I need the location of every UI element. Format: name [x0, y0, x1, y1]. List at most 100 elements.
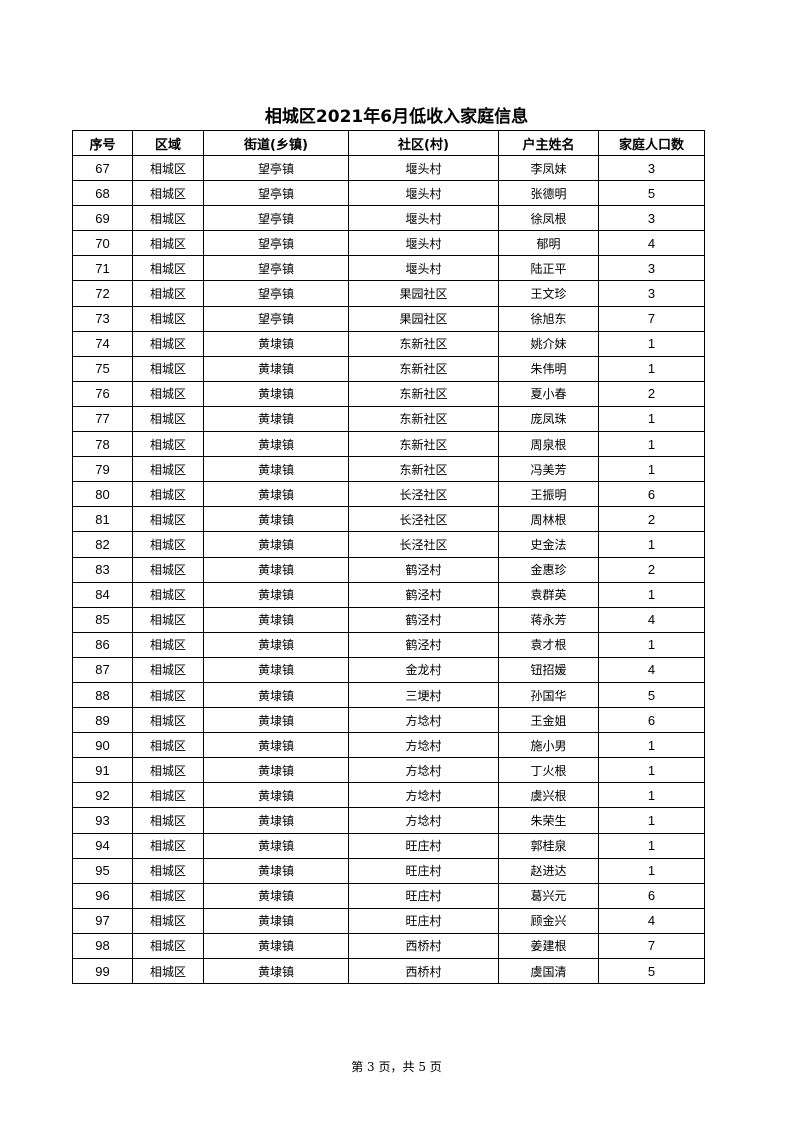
cell-street: 黄埭镇 — [203, 807, 349, 834]
cell-index: 97 — [72, 907, 133, 934]
cell-community: 金龙村 — [348, 656, 499, 683]
cell-householder: 庞凤珠 — [498, 405, 599, 433]
cell-householder: 朱伟明 — [498, 355, 599, 382]
cell-street: 黄埭镇 — [203, 456, 349, 483]
table-row: 84 相城区 黄埭镇 鹤泾村 袁群英 1 — [72, 581, 705, 608]
cell-householder: 丁火根 — [498, 757, 599, 784]
cell-community: 旺庄村 — [348, 857, 499, 884]
cell-community: 长泾社区 — [348, 481, 499, 508]
cell-index: 93 — [72, 807, 133, 834]
cell-community: 方埝村 — [348, 807, 499, 834]
cell-community: 长泾社区 — [348, 531, 499, 558]
cell-community: 东新社区 — [348, 405, 499, 433]
cell-district: 相城区 — [132, 656, 204, 683]
cell-district: 相城区 — [132, 957, 204, 985]
cell-family-size: 5 — [598, 957, 705, 985]
cell-community: 西桥村 — [348, 932, 499, 960]
table-row: 97 相城区 黄埭镇 旺庄村 顾金兴 4 — [72, 907, 705, 934]
cell-householder: 袁群英 — [498, 581, 599, 608]
cell-family-size: 1 — [598, 431, 705, 458]
table-row: 87 相城区 黄埭镇 金龙村 钮招媛 4 — [72, 656, 705, 683]
cell-street: 黄埭镇 — [203, 556, 349, 583]
header-index: 序号 — [72, 130, 133, 156]
cell-community: 堰头村 — [348, 154, 499, 182]
table-row: 73 相城区 望亭镇 果园社区 徐旭东 7 — [72, 305, 705, 332]
cell-householder: 王文珍 — [498, 280, 599, 307]
cell-district: 相城区 — [132, 732, 204, 759]
cell-street: 望亭镇 — [203, 230, 349, 257]
cell-street: 望亭镇 — [203, 205, 349, 232]
cell-community: 堰头村 — [348, 180, 499, 207]
table-row: 85 相城区 黄埭镇 鹤泾村 蒋永芳 4 — [72, 606, 705, 633]
cell-family-size: 1 — [598, 330, 705, 357]
cell-community: 果园社区 — [348, 280, 499, 307]
table-row: 92 相城区 黄埭镇 方埝村 虞兴根 1 — [72, 782, 705, 809]
table-row: 70 相城区 望亭镇 堰头村 郁明 4 — [72, 230, 705, 257]
table-row: 69 相城区 望亭镇 堰头村 徐凤根 3 — [72, 205, 705, 232]
cell-district: 相城区 — [132, 531, 204, 558]
cell-community: 东新社区 — [348, 355, 499, 382]
cell-householder: 朱荣生 — [498, 807, 599, 834]
cell-householder: 郁明 — [498, 230, 599, 257]
header-district: 区域 — [132, 130, 204, 156]
cell-district: 相城区 — [132, 907, 204, 934]
cell-district: 相城区 — [132, 180, 204, 207]
cell-index: 72 — [72, 280, 133, 307]
table-row: 79 相城区 黄埭镇 东新社区 冯美芳 1 — [72, 456, 705, 483]
cell-index: 76 — [72, 380, 133, 407]
cell-index: 80 — [72, 481, 133, 508]
cell-householder: 徐旭东 — [498, 305, 599, 332]
cell-family-size: 3 — [598, 255, 705, 282]
table-row: 77 相城区 黄埭镇 东新社区 庞凤珠 1 — [72, 405, 705, 433]
cell-family-size: 6 — [598, 481, 705, 508]
cell-district: 相城区 — [132, 380, 204, 407]
cell-district: 相城区 — [132, 832, 204, 859]
cell-index: 88 — [72, 681, 133, 709]
cell-district: 相城区 — [132, 481, 204, 508]
cell-community: 长泾社区 — [348, 506, 499, 533]
cell-index: 79 — [72, 456, 133, 483]
cell-community: 方埝村 — [348, 707, 499, 734]
cell-community: 东新社区 — [348, 330, 499, 357]
cell-family-size: 1 — [598, 355, 705, 382]
cell-householder: 蒋永芳 — [498, 606, 599, 633]
cell-index: 96 — [72, 882, 133, 909]
cell-family-size: 2 — [598, 556, 705, 583]
cell-community: 鹤泾村 — [348, 556, 499, 583]
cell-householder: 葛兴元 — [498, 882, 599, 909]
cell-street: 黄埭镇 — [203, 355, 349, 382]
cell-district: 相城区 — [132, 757, 204, 784]
cell-index: 94 — [72, 832, 133, 859]
cell-street: 黄埭镇 — [203, 857, 349, 884]
cell-street: 望亭镇 — [203, 180, 349, 207]
page-footer: 第 3 页，共 5 页 — [351, 1060, 442, 1074]
cell-index: 84 — [72, 581, 133, 608]
cell-district: 相城区 — [132, 857, 204, 884]
cell-street: 黄埭镇 — [203, 757, 349, 784]
cell-street: 黄埭镇 — [203, 606, 349, 633]
cell-family-size: 1 — [598, 732, 705, 759]
cell-community: 堰头村 — [348, 230, 499, 257]
cell-family-size: 2 — [598, 506, 705, 533]
cell-street: 黄埭镇 — [203, 506, 349, 533]
cell-index: 91 — [72, 757, 133, 784]
cell-community: 堰头村 — [348, 255, 499, 282]
cell-family-size: 4 — [598, 230, 705, 257]
cell-street: 黄埭镇 — [203, 907, 349, 934]
cell-householder: 徐凤根 — [498, 205, 599, 232]
cell-householder: 顾金兴 — [498, 907, 599, 934]
table-row: 90 相城区 黄埭镇 方埝村 施小男 1 — [72, 732, 705, 759]
cell-index: 71 — [72, 255, 133, 282]
cell-community: 方埝村 — [348, 782, 499, 809]
cell-community: 鹤泾村 — [348, 631, 499, 658]
table-row: 89 相城区 黄埭镇 方埝村 王金姐 6 — [72, 707, 705, 734]
cell-community: 东新社区 — [348, 380, 499, 407]
cell-index: 78 — [72, 431, 133, 458]
page-title: 相城区2021年6月低收入家庭信息 — [264, 107, 529, 127]
cell-index: 90 — [72, 732, 133, 759]
cell-family-size: 6 — [598, 882, 705, 909]
cell-community: 鹤泾村 — [348, 581, 499, 608]
cell-index: 89 — [72, 707, 133, 734]
cell-family-size: 1 — [598, 857, 705, 884]
cell-family-size: 7 — [598, 932, 705, 960]
